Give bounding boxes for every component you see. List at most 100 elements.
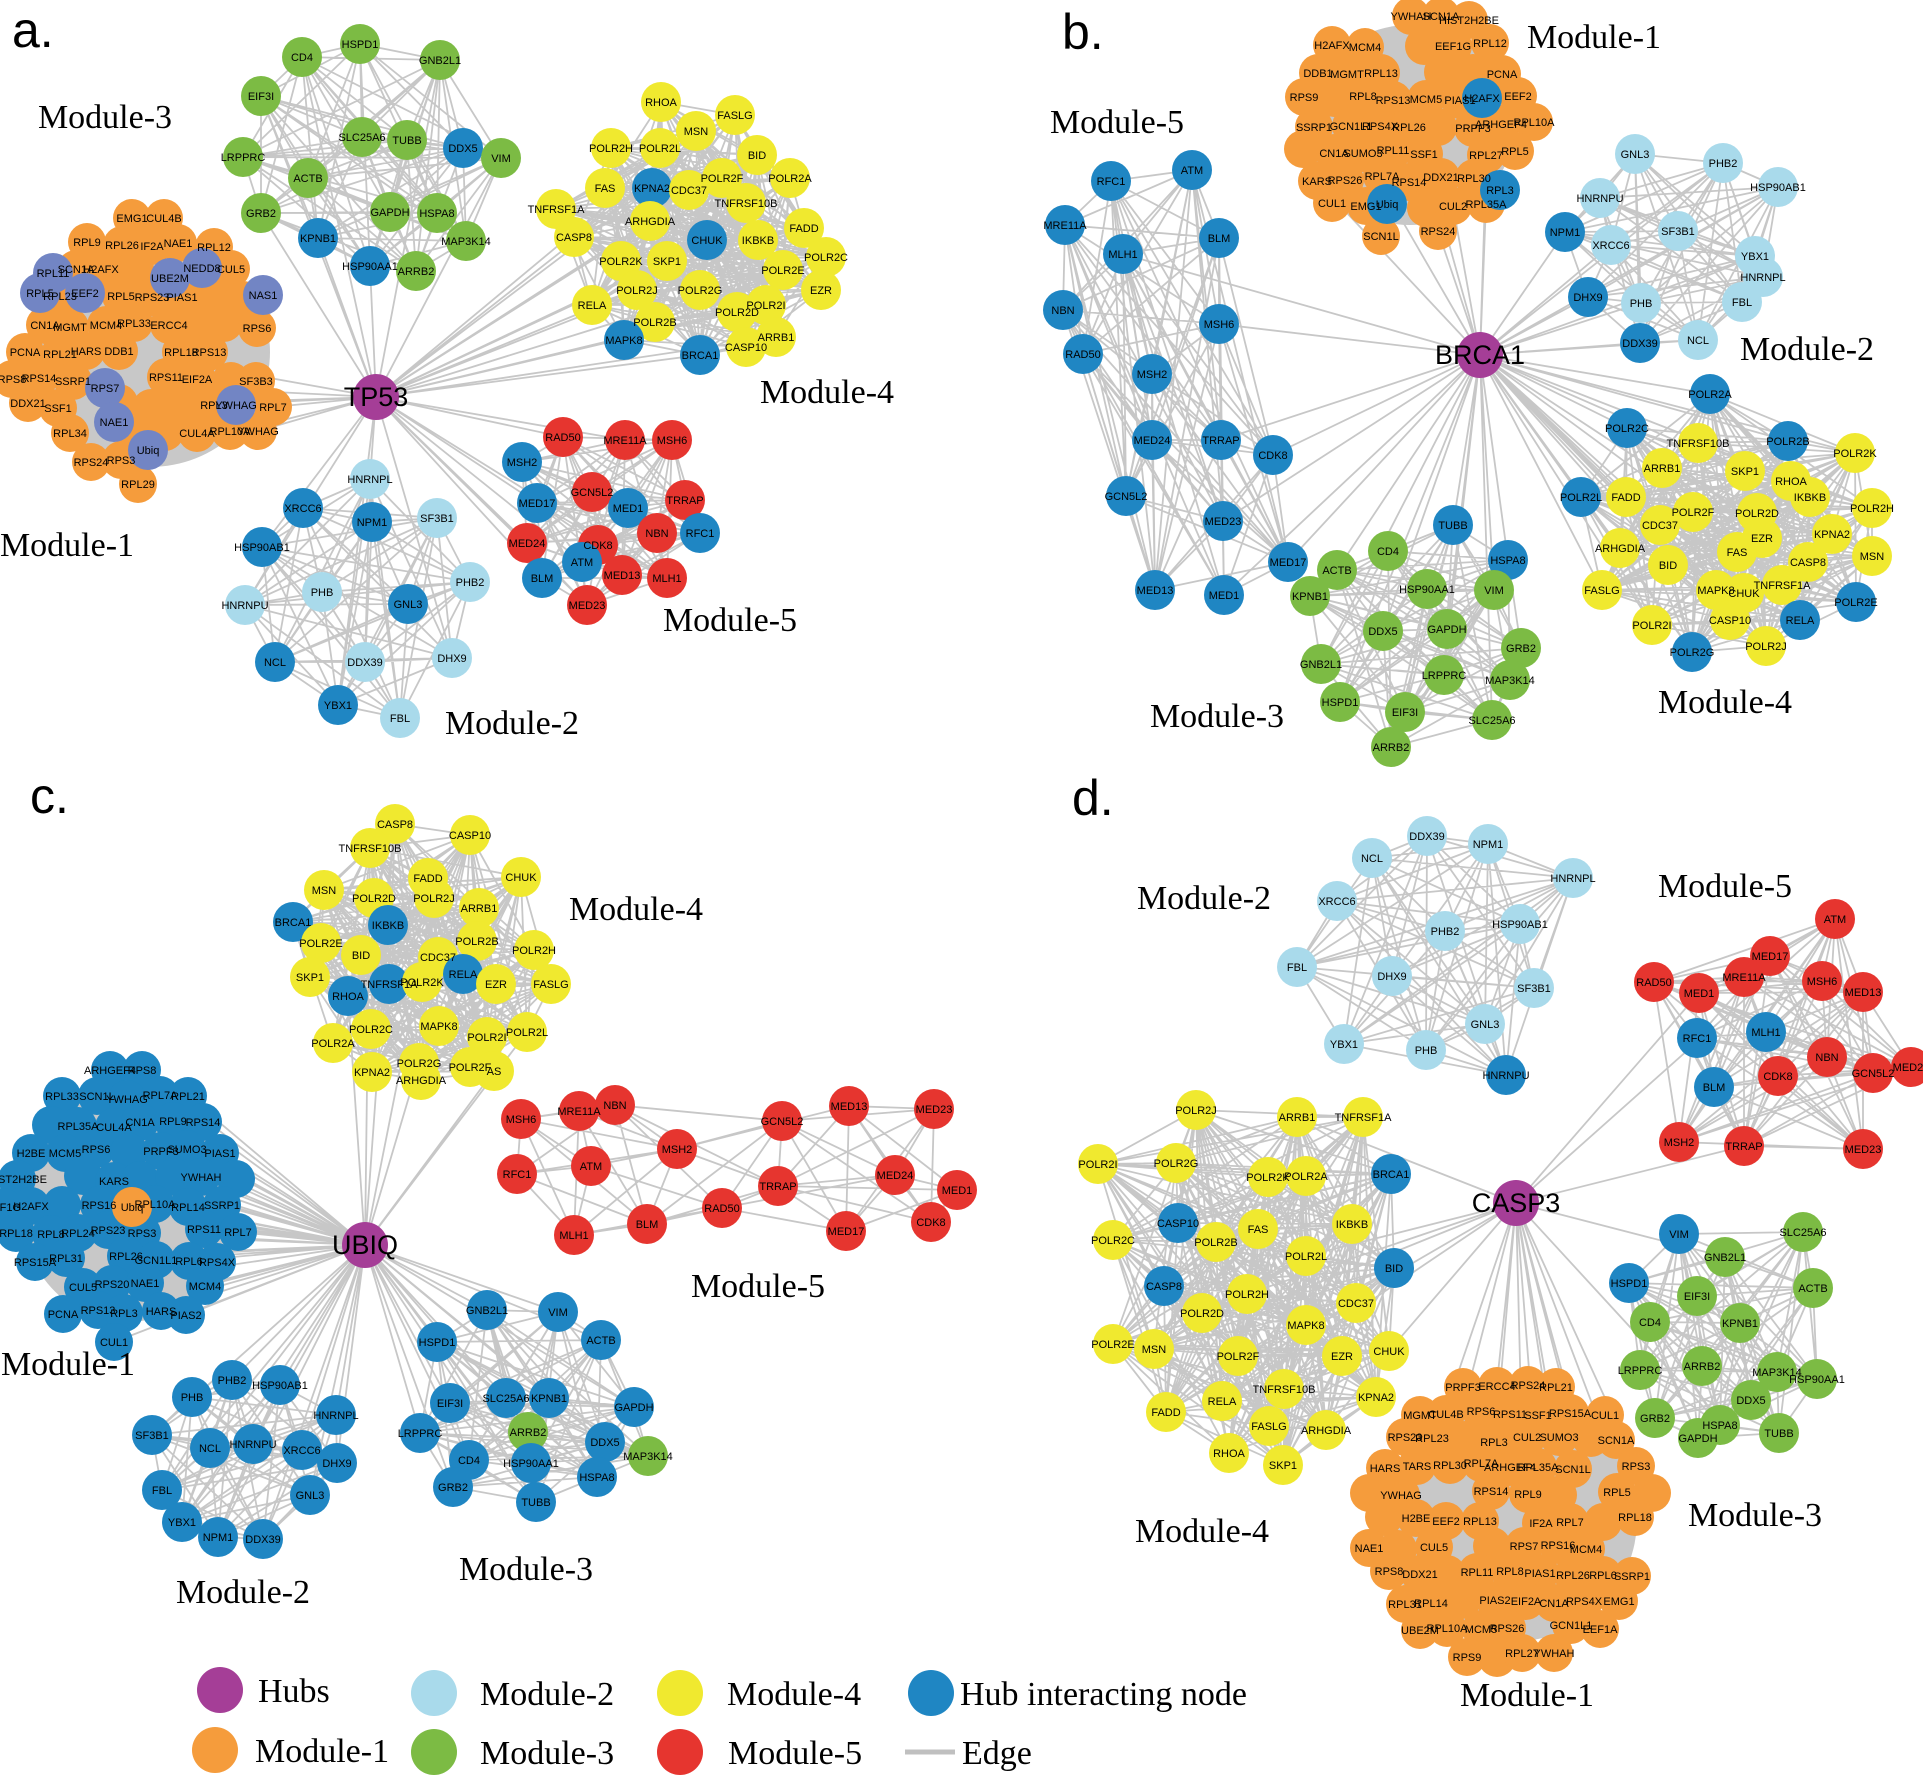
svg-text:SLC25A6: SLC25A6 <box>1779 1227 1826 1239</box>
svg-text:HSP90AA1: HSP90AA1 <box>503 1458 559 1470</box>
svg-text:MED17: MED17 <box>519 498 556 510</box>
svg-text:RPS24: RPS24 <box>1511 1380 1546 1392</box>
svg-text:RFC1: RFC1 <box>686 528 715 540</box>
svg-text:Module-2: Module-2 <box>176 1574 310 1611</box>
svg-text:CUL5: CUL5 <box>217 264 245 276</box>
svg-text:POLR2D: POLR2D <box>1735 508 1779 520</box>
svg-text:EEF2: EEF2 <box>1504 91 1532 103</box>
svg-text:CDC37: CDC37 <box>420 952 456 964</box>
svg-text:CASP10: CASP10 <box>449 830 491 842</box>
svg-text:EMG1: EMG1 <box>1350 201 1381 213</box>
svg-text:Ubiq: Ubiq <box>1376 199 1399 211</box>
svg-text:RPS6: RPS6 <box>243 323 272 335</box>
svg-text:POLR2F: POLR2F <box>701 173 744 185</box>
svg-text:CD4: CD4 <box>1639 1317 1661 1329</box>
svg-text:TNFRSF10B: TNFRSF10B <box>339 843 402 855</box>
svg-text:RPS14: RPS14 <box>1392 177 1427 189</box>
svg-text:PCNA: PCNA <box>48 1309 79 1321</box>
svg-text:RPS7: RPS7 <box>1510 1541 1539 1553</box>
svg-text:MCM5: MCM5 <box>1465 1624 1497 1636</box>
svg-text:Module-3: Module-3 <box>480 1735 614 1772</box>
svg-text:KPNB1: KPNB1 <box>1292 591 1328 603</box>
svg-text:IKBKB: IKBKB <box>1794 492 1826 504</box>
svg-text:GNB2L1: GNB2L1 <box>1300 659 1342 671</box>
svg-text:MCM5: MCM5 <box>1410 94 1442 106</box>
svg-text:VIM: VIM <box>1484 585 1504 597</box>
svg-text:FASLG: FASLG <box>1584 585 1619 597</box>
svg-text:MSH2: MSH2 <box>1137 369 1168 381</box>
svg-text:POLR2E: POLR2E <box>761 265 804 277</box>
svg-text:SF3B1: SF3B1 <box>135 1430 169 1442</box>
svg-text:RPS13: RPS13 <box>192 347 227 359</box>
svg-text:RPL6: RPL6 <box>1589 1570 1617 1582</box>
svg-text:EZR: EZR <box>810 285 832 297</box>
svg-text:RPL7: RPL7 <box>259 402 287 414</box>
svg-text:POLR2A: POLR2A <box>1284 1171 1328 1183</box>
svg-text:YWHAH: YWHAH <box>1534 1648 1575 1660</box>
svg-text:HSP90AA1: HSP90AA1 <box>1399 584 1455 596</box>
svg-text:DDB1: DDB1 <box>104 346 133 358</box>
svg-text:IKBKB: IKBKB <box>1336 1219 1368 1231</box>
svg-text:YWHAG: YWHAG <box>215 400 257 412</box>
svg-text:POLR2H: POLR2H <box>589 143 633 155</box>
svg-text:GRB2: GRB2 <box>1506 643 1536 655</box>
svg-text:MSN: MSN <box>1860 551 1885 563</box>
svg-text:XRCC6: XRCC6 <box>283 1445 320 1457</box>
svg-text:DDX21: DDX21 <box>1423 172 1458 184</box>
svg-text:RPL7A: RPL7A <box>143 1090 179 1102</box>
svg-text:HNRNPU: HNRNPU <box>1576 193 1623 205</box>
svg-text:POLR2J: POLR2J <box>1745 641 1787 653</box>
svg-text:CDK8: CDK8 <box>1258 450 1287 462</box>
svg-text:MAP3K14: MAP3K14 <box>441 236 491 248</box>
svg-text:H2AFX: H2AFX <box>13 1201 49 1213</box>
svg-text:RPS26: RPS26 <box>1490 1623 1525 1635</box>
svg-text:TARS: TARS <box>1403 1461 1432 1473</box>
svg-text:TRRAP: TRRAP <box>666 495 703 507</box>
svg-text:Module-1: Module-1 <box>1 1346 135 1383</box>
svg-text:RPS3: RPS3 <box>128 1228 157 1240</box>
svg-text:TRRAP: TRRAP <box>1202 435 1239 447</box>
svg-text:RPS16: RPS16 <box>1541 1540 1576 1552</box>
svg-text:SLC25A6: SLC25A6 <box>338 132 385 144</box>
svg-text:RPL12: RPL12 <box>1473 38 1507 50</box>
svg-text:TNFRSF1A: TNFRSF1A <box>528 204 586 216</box>
svg-text:VIM: VIM <box>548 1307 568 1319</box>
svg-text:RPL8: RPL8 <box>1496 1566 1524 1578</box>
svg-text:RPL9: RPL9 <box>73 237 101 249</box>
svg-text:CHUK: CHUK <box>691 235 723 247</box>
svg-text:SSRP1: SSRP1 <box>1296 122 1332 134</box>
svg-text:RPL14: RPL14 <box>171 1202 205 1214</box>
svg-text:ATM: ATM <box>580 1161 602 1173</box>
svg-text:HARS: HARS <box>71 346 102 358</box>
svg-text:Module-1: Module-1 <box>255 1733 389 1770</box>
svg-text:ARRB1: ARRB1 <box>1644 463 1681 475</box>
svg-text:KPNA2: KPNA2 <box>1358 1392 1394 1404</box>
svg-text:MCM4: MCM4 <box>1349 42 1381 54</box>
svg-text:d.: d. <box>1072 770 1114 826</box>
svg-text:TUBB: TUBB <box>1438 520 1467 532</box>
svg-text:HNRNPU: HNRNPU <box>1482 1070 1529 1082</box>
svg-text:FADD: FADD <box>789 223 818 235</box>
svg-text:CUL5: CUL5 <box>1420 1542 1448 1554</box>
svg-text:MCM4: MCM4 <box>90 320 122 332</box>
svg-text:VIM: VIM <box>491 153 511 165</box>
svg-text:POLR2J: POLR2J <box>1175 1105 1217 1117</box>
svg-text:POLR2I: POLR2I <box>1632 620 1671 632</box>
svg-text:CASP10: CASP10 <box>1157 1218 1199 1230</box>
svg-text:EEF1G: EEF1G <box>0 1202 21 1214</box>
svg-text:DHX9: DHX9 <box>437 653 466 665</box>
svg-text:RELA: RELA <box>449 969 478 981</box>
svg-text:MED1: MED1 <box>613 503 644 515</box>
svg-text:CD4: CD4 <box>1377 546 1399 558</box>
svg-text:LRPPRC: LRPPRC <box>1618 1365 1663 1377</box>
svg-text:RPL27: RPL27 <box>1505 1648 1539 1660</box>
svg-text:BRCA1: BRCA1 <box>682 350 719 362</box>
svg-text:RPL5: RPL5 <box>1603 1487 1631 1499</box>
svg-text:MED1: MED1 <box>1684 988 1715 1000</box>
svg-text:RPS6: RPS6 <box>82 1144 111 1156</box>
svg-text:YBX1: YBX1 <box>1741 251 1769 263</box>
svg-text:KPNA2: KPNA2 <box>354 1067 390 1079</box>
svg-text:Ubiq: Ubiq <box>137 445 160 457</box>
svg-text:SSRP1: SSRP1 <box>204 1200 240 1212</box>
svg-text:FBL: FBL <box>390 713 410 725</box>
